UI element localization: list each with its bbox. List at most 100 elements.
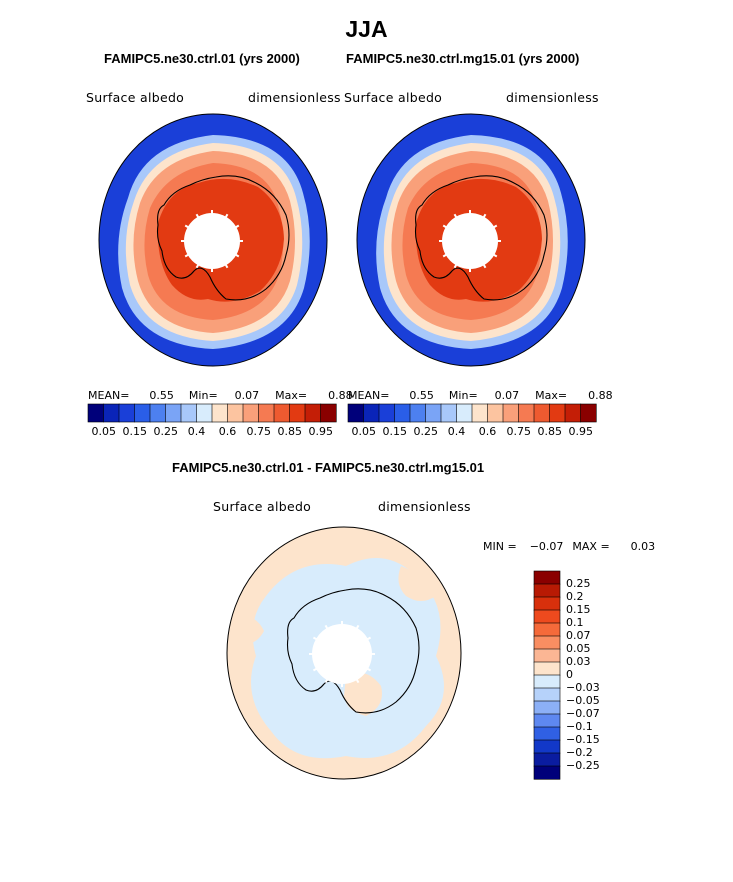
polar-tick-mark <box>442 253 448 258</box>
positive-patch <box>344 672 382 716</box>
polar-tick-mark <box>324 624 329 630</box>
colorbar-swatch <box>533 713 561 728</box>
map-boundary <box>356 113 586 367</box>
colorbar-tick-label: 0 <box>566 668 573 681</box>
polar-tick-mark <box>312 667 318 672</box>
colorbar-mg15 <box>347 403 597 423</box>
polar-tick-mark <box>492 253 498 258</box>
polar-tick-mark <box>184 224 190 229</box>
colorbar-swatch <box>549 403 566 423</box>
colorbar-swatch <box>533 687 561 702</box>
colorbar-swatch <box>533 661 561 676</box>
colorbar-tick-label: 0.07 <box>566 629 591 642</box>
colorbar-swatch <box>440 403 458 423</box>
colorbar-swatch <box>533 622 561 637</box>
colorbar-swatch <box>87 403 105 423</box>
colorbar-tick-label: 0.15 <box>122 425 148 438</box>
polar-tick-mark <box>453 263 458 269</box>
colorbar-tick-label: 0.6 <box>478 425 497 438</box>
polar-tick-mark <box>492 224 498 229</box>
polar-hole <box>442 213 498 269</box>
polar-tick-mark <box>224 213 229 219</box>
colorbar-swatch <box>242 403 260 423</box>
colorbar-tick-label: 0.95 <box>568 425 594 438</box>
colorbar-swatch <box>580 403 597 423</box>
colorbar-tick-label: −0.05 <box>566 694 600 707</box>
colorbar-swatch <box>103 403 120 423</box>
min-value: 0.07 <box>234 389 260 402</box>
panel-1-variable-label: Surface albedo <box>86 90 185 105</box>
coastline <box>156 175 290 301</box>
polar-tick-mark <box>482 213 487 219</box>
colorbar-swatch <box>165 403 182 423</box>
colorbar-swatch <box>533 765 561 780</box>
colorbar-swatch <box>258 403 275 423</box>
colorbar-difference <box>533 570 561 780</box>
colorbar-swatch <box>533 609 561 624</box>
colorbar-swatch <box>533 570 561 585</box>
polar-tick-mark <box>234 224 240 229</box>
diff-max-value: 0.03 <box>630 540 656 553</box>
diff-stats: MIN = −0.07 MAX = 0.03 <box>483 540 655 553</box>
colorbar-tick-label: 0.25 <box>566 577 591 590</box>
colorbar-tick-label: 0.85 <box>537 425 563 438</box>
colorbar-swatch <box>564 403 582 423</box>
min-label: Min= <box>188 389 218 402</box>
polar-tick-mark <box>355 678 360 684</box>
colorbar-tick-label: 0.1 <box>566 616 584 629</box>
diff-variable-label: Surface albedo <box>213 499 312 514</box>
colorbar-swatch <box>227 403 244 423</box>
polar-tick-mark <box>312 636 318 641</box>
colorbar-swatch <box>378 403 396 423</box>
colorbar-tick-label: 0.05 <box>566 642 591 655</box>
colorbar-swatch <box>149 403 167 423</box>
colorbar-tick-label: 0.05 <box>351 425 377 438</box>
colorbar-swatch <box>363 403 380 423</box>
max-label: Max= <box>535 389 568 402</box>
panel-1-stats: MEAN= 0.55 Min= 0.07 Max= 0.88 <box>88 389 353 402</box>
colorbar-swatch <box>518 403 535 423</box>
colorbar-swatch <box>533 700 561 715</box>
colorbar-tick-label: 0.6 <box>218 425 237 438</box>
diff-units-label: dimensionless <box>378 499 471 514</box>
positive-patch <box>398 566 436 601</box>
colorbar-tick-label: 0.95 <box>308 425 334 438</box>
diff-panel-title: FAMIPC5.ne30.ctrl.01 - FAMIPC5.ne30.ctrl… <box>172 460 485 475</box>
colorbar-swatch <box>533 635 561 650</box>
colorbar-tick-label: −0.2 <box>566 746 593 759</box>
colorbar-swatch <box>533 648 561 663</box>
polar-tick-mark <box>453 213 458 219</box>
colorbar-swatch <box>502 403 520 423</box>
colorbar-tick-label: −0.07 <box>566 707 600 720</box>
colorbar-swatch <box>533 739 561 754</box>
colorbar-swatch <box>118 403 136 423</box>
mean-label: MEAN= <box>348 389 390 402</box>
panel-2-variable-label: Surface albedo <box>344 90 443 105</box>
colorbar-tick-label: 0.15 <box>382 425 408 438</box>
polar-hole <box>184 213 240 269</box>
main-title: JJA <box>345 16 388 42</box>
colorbar-swatch <box>134 403 151 423</box>
colorbar-ctrl-labels: 0.05 0.15 0.25 0.4 0.6 0.75 0.85 0.95 <box>88 425 336 439</box>
colorbar-swatch <box>289 403 306 423</box>
colorbar-swatch <box>533 583 561 598</box>
colorbar-swatch <box>487 403 504 423</box>
colorbar-tick-label: 0.4 <box>447 425 466 438</box>
colorbar-tick-label: −0.15 <box>566 733 600 746</box>
colorbar-swatch <box>409 403 427 423</box>
colorbar-swatch <box>533 726 561 741</box>
polar-tick-mark <box>224 263 229 269</box>
polar-hole <box>312 624 372 684</box>
polar-tick-mark <box>324 678 329 684</box>
mean-value: 0.55 <box>149 389 174 402</box>
colorbar-tick-label: 0.75 <box>506 425 532 438</box>
albedo-difference-map <box>226 526 462 780</box>
colorbar-tick-label: 0.85 <box>277 425 303 438</box>
polar-tick-mark <box>195 213 200 219</box>
coastline <box>414 175 548 301</box>
colorbar-swatch <box>304 403 322 423</box>
albedo-map-ctrl <box>98 113 328 367</box>
colorbar-tick-label: 0.25 <box>153 425 179 438</box>
polar-tick-mark <box>195 263 200 269</box>
colorbar-ctrl <box>87 403 337 423</box>
